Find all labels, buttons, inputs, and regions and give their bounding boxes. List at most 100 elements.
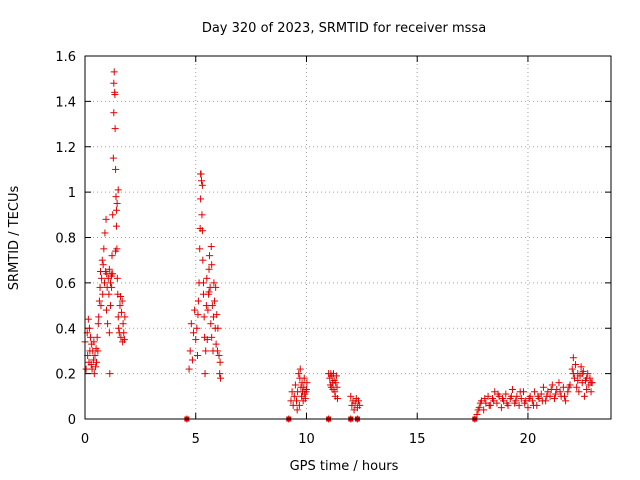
- data-point: [207, 243, 215, 251]
- data-point: [98, 274, 106, 282]
- data-point: [108, 283, 116, 291]
- data-point: [474, 406, 482, 414]
- data-point: [293, 406, 301, 414]
- data-point: [114, 313, 122, 321]
- data-point: [508, 386, 516, 394]
- data-point: [120, 329, 128, 337]
- data-point: [291, 381, 299, 389]
- data-point: [199, 256, 207, 264]
- data-point: [119, 320, 127, 328]
- data-point: [105, 329, 113, 337]
- data-point: [85, 324, 93, 332]
- data-point: [568, 365, 576, 373]
- data-point: [574, 376, 582, 384]
- data-point: [355, 397, 363, 405]
- data-point: [104, 320, 112, 328]
- data-point: [208, 261, 216, 269]
- data-point: [108, 272, 116, 280]
- data-point: [114, 186, 122, 194]
- data-point: [109, 154, 117, 162]
- data-point: [116, 292, 124, 300]
- data-point: [106, 370, 114, 378]
- data-point: [118, 297, 126, 305]
- y-tick-label: 1.4: [55, 95, 76, 110]
- data-point: [521, 399, 529, 407]
- y-tick-label: 0: [68, 413, 76, 428]
- data-point: [515, 401, 523, 409]
- data-point: [103, 270, 111, 278]
- data-point: [333, 395, 341, 403]
- data-point: [121, 313, 129, 321]
- data-point: [197, 170, 205, 178]
- y-tick-label: 1.6: [55, 50, 76, 65]
- tick-layer: 0 0.2 0.4 0.6 0.8 1 1.2 1.4 1.6 0 5 10 15 20: [55, 50, 611, 447]
- data-point: [497, 404, 505, 412]
- data-point: [562, 397, 570, 405]
- data-point: [580, 392, 588, 400]
- data-point: [188, 356, 196, 364]
- data-point: [217, 374, 225, 382]
- data-point: [95, 313, 103, 321]
- data-point: [202, 347, 210, 355]
- data-point: [207, 320, 215, 328]
- data-points-layer: [81, 68, 596, 423]
- data-point: [547, 386, 555, 394]
- grid-layer: [85, 56, 611, 419]
- data-point: [106, 302, 114, 310]
- data-point: [507, 392, 515, 400]
- data-point: [197, 177, 205, 185]
- data-point: [300, 374, 308, 382]
- data-point: [96, 283, 104, 291]
- data-point: [587, 379, 595, 387]
- data-point: [524, 404, 532, 412]
- data-point: [109, 211, 117, 219]
- data-point: [112, 222, 120, 230]
- data-point: [525, 395, 533, 403]
- data-point: [560, 392, 568, 400]
- data-point: [534, 392, 542, 400]
- data-point: [199, 279, 207, 287]
- data-point: [110, 109, 118, 117]
- data-point: [91, 351, 99, 359]
- data-point: [578, 370, 586, 378]
- y-tick-label: 0.6: [55, 277, 76, 292]
- data-point: [93, 358, 101, 366]
- data-point: [529, 401, 537, 409]
- data-point: [186, 347, 194, 355]
- data-point: [555, 379, 563, 387]
- data-point: [332, 372, 340, 380]
- data-point: [197, 195, 205, 203]
- data-point: [94, 347, 102, 355]
- data-point: [296, 365, 304, 373]
- data-point: [295, 401, 303, 409]
- data-point: [106, 279, 114, 287]
- data-point: [101, 229, 109, 237]
- data-point: [93, 333, 101, 341]
- data-point: [569, 370, 577, 378]
- data-point: [208, 302, 216, 310]
- data-point: [303, 379, 311, 387]
- data-point: [117, 333, 125, 341]
- data-point: [95, 297, 103, 305]
- data-point: [481, 395, 489, 403]
- data-point: [565, 383, 573, 391]
- data-point: [111, 125, 119, 133]
- data-point: [112, 206, 120, 214]
- data-point: [192, 336, 200, 344]
- data-point: [193, 324, 201, 332]
- y-tick-label: 0.4: [55, 322, 76, 337]
- data-point: [120, 336, 128, 344]
- data-point: [194, 311, 202, 319]
- data-point: [196, 245, 204, 253]
- data-point: [551, 395, 559, 403]
- data-point: [84, 315, 92, 323]
- chart-title: Day 320 of 2023, SRMTID for receiver mss…: [202, 21, 486, 36]
- data-point: [293, 397, 301, 405]
- data-point: [98, 256, 106, 264]
- data-point: [200, 313, 208, 321]
- y-tick-label: 1.2: [55, 141, 76, 156]
- data-point: [552, 390, 560, 398]
- data-point: [575, 388, 583, 396]
- data-point: [208, 333, 216, 341]
- data-point: [187, 320, 195, 328]
